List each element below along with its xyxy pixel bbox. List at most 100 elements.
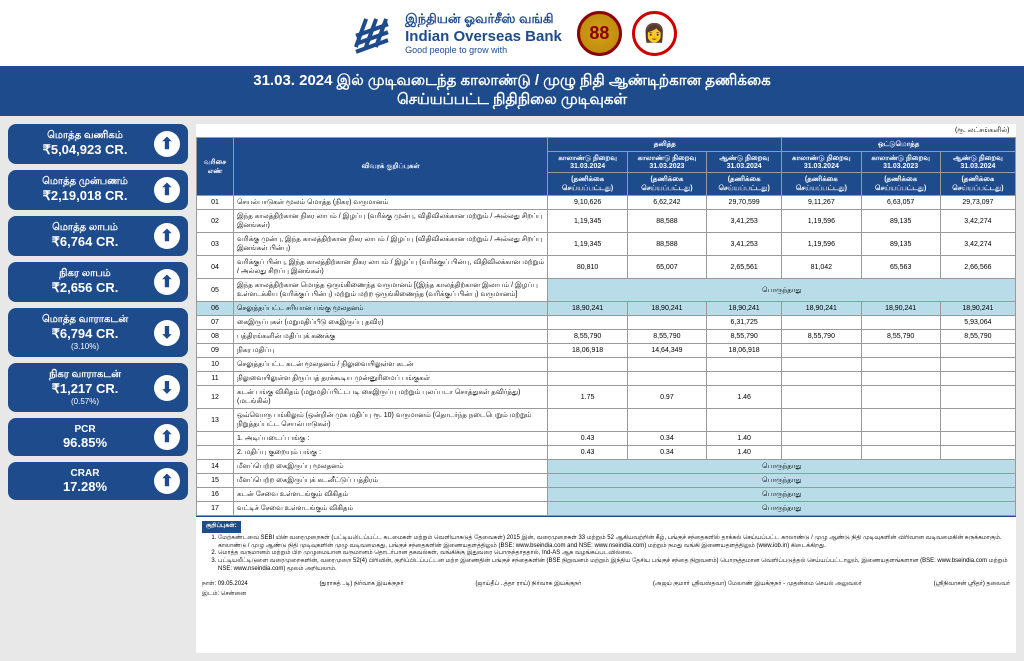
cell-sno: 13: [197, 409, 234, 432]
cell-value: 0.34: [627, 446, 706, 460]
cell-value: 18,90,241: [861, 302, 940, 316]
cell-value: 0.97: [627, 386, 706, 409]
cell-desc: இந்த காலத்திற்கான மொத்த ஒருங்கிணைந்த வரு…: [233, 279, 547, 302]
notes-title: குறிப்புகள்:: [202, 521, 241, 533]
kpi-card: நிகர வாராகடன் ₹1,217 CR. (0.57%) ⬇: [8, 363, 188, 412]
kpi-value: 17.28%: [16, 479, 154, 494]
table-row: 07 கைஇருப்புகள் (மறுமதிப்பீடு கைஇருப்பு …: [197, 316, 1016, 330]
kpi-text: மொத்த வணிகம் ₹5,04,923 CR.: [16, 130, 154, 158]
table-row: 02 இந்த காலத்திற்கான நிகர லாபம் / இழப்பு…: [197, 210, 1016, 233]
arrow-up-icon: ⬆: [154, 269, 180, 295]
cell-value: 81,042: [782, 256, 861, 279]
cell-value: [548, 316, 627, 330]
table-row: 17 வட்டிச் சேவை உள்ளடங்கும் விகிதம்பொருந…: [197, 502, 1016, 516]
bank-name-english: Indian Overseas Bank: [405, 28, 562, 45]
bank-name-tamil: இந்தியன் ஓவர்சீஸ் வங்கி: [405, 11, 562, 28]
aud3: (தணிக்கை செய்யப்பட்டது): [707, 173, 782, 196]
cell-value: [861, 344, 940, 358]
arrow-down-icon: ⬇: [154, 320, 180, 346]
cell-desc: நிலுவையிலுள்ள திருப்பத் தரக்கூடிய முன்னு…: [233, 372, 547, 386]
cell-value: [782, 358, 861, 372]
kpi-card: CRAR 17.28% ⬆: [8, 462, 188, 500]
cell-value: 80,810: [548, 256, 627, 279]
kpi-value: ₹6,794 CR.: [16, 326, 154, 342]
bank-logo-icon: [347, 8, 397, 58]
cell-sno: 06: [197, 302, 234, 316]
kpi-text: மொத்த முன்பணம் ₹2,19,018 CR.: [16, 176, 154, 204]
cell-desc: செயல்பாடுகள் மூலம் மொத்த (நிகர) வருமானம்: [233, 196, 547, 210]
cell-sno: 14: [197, 460, 234, 474]
table-row: 13 ஒவ்வொரு பங்கிலும் (ஒன்றின் முக மதிப்ப…: [197, 409, 1016, 432]
cell-sno: [197, 446, 234, 460]
sub-q2023-s: காலாண்டு நிறைவு 31.03.2023: [627, 152, 706, 173]
table-row: 01 செயல்பாடுகள் மூலம் மொத்த (நிகர) வருமா…: [197, 196, 1016, 210]
cell-value: 2,66,566: [940, 256, 1015, 279]
kpi-text: நிகர லாபம் ₹2,656 CR.: [16, 268, 154, 296]
footer-place: இடம்: சென்னை: [202, 591, 246, 598]
kpi-text: மொத்த வாராகடன் ₹6,794 CR. (3.10%): [16, 314, 154, 351]
results-table-wrap: (ரூ. லட்சங்களில்) வரிசை எண் விவரக் குறிப…: [196, 124, 1016, 516]
cell-value: 0.43: [548, 432, 627, 446]
cell-desc: மீளப்பெற்ற கைஇருப்பு மூலதனம்: [233, 460, 547, 474]
sub-y2024-s: ஆண்டு நிறைவு 31.03.2024: [707, 152, 782, 173]
footer-sig3: (அஜய் குமார் ஸ்ரீவஸ்தவா) மேலாண் இயக்குநர…: [653, 581, 862, 588]
kpi-card: மொத்த லாபம் ₹6,764 CR. ⬆: [8, 216, 188, 256]
cell-value: 18,90,241: [627, 302, 706, 316]
cell-na: பொருந்தாது: [548, 488, 1016, 502]
cell-value: [707, 409, 782, 432]
cell-desc: கடன் சேவை உள்ளடங்கும் விகிதம்: [233, 488, 547, 502]
cell-desc: கடன் பங்கு விகிதம் (மறுமதிப்பிட்டபடி கைஇ…: [233, 386, 547, 409]
logo-text: இந்தியன் ஓவர்சீஸ் வங்கி Indian Overseas …: [405, 11, 562, 55]
col-particulars: விவரக் குறிப்புகள்: [233, 138, 547, 196]
cell-value: 3,41,253: [707, 210, 782, 233]
header: இந்தியன் ஓவர்சீஸ் வங்கி Indian Overseas …: [0, 0, 1024, 66]
notes: குறிப்புகள்: மேற்கண்டவை SEBI யின் வரைமுற…: [196, 516, 1016, 578]
cell-value: [707, 372, 782, 386]
title-line1: 31.03. 2024 இல் முடிவடைந்த காலாண்டு / மு…: [10, 72, 1014, 91]
years-badge-icon: 88: [577, 11, 622, 56]
table-row: 06 செலுத்தப்பட்ட சரியான பங்கு மூலதனம்18,…: [197, 302, 1016, 316]
kpi-value: ₹6,764 CR.: [16, 234, 154, 250]
kpi-value: ₹2,656 CR.: [16, 280, 154, 296]
cell-desc: இந்த காலத்திற்கான நிகர லாபம் / இழப்பு (வ…: [233, 210, 547, 233]
cell-sno: 11: [197, 372, 234, 386]
cell-value: 1.75: [548, 386, 627, 409]
kpi-label: நிகர வாராகடன்: [16, 369, 154, 381]
cell-value: [940, 432, 1015, 446]
table-row: 16 கடன் சேவை உள்ளடங்கும் விகிதம்பொருந்தா…: [197, 488, 1016, 502]
cell-desc: செலுத்தப்பட்ட கடன் மூலதனம் / நிலுவையிலுள…: [233, 358, 547, 372]
cell-value: [940, 409, 1015, 432]
cell-value: 89,135: [861, 210, 940, 233]
cell-value: 0.34: [627, 432, 706, 446]
cell-value: [782, 446, 861, 460]
cell-sno: [197, 432, 234, 446]
table-row: 15 மீளப்பெற்ற கைஇருப்புக் கடனீட்டுப் பத்…: [197, 474, 1016, 488]
cell-value: [861, 432, 940, 446]
cell-sno: 17: [197, 502, 234, 516]
note-item: பட்டியலீட்டிடுளை வரைமுறைகளின், வரைமுறை 5…: [218, 558, 1010, 574]
cell-desc: 2. மதிப்பு குறையும் பங்கு :: [233, 446, 547, 460]
kpi-label: மொத்த லாபம்: [16, 222, 154, 234]
cell-sno: 08: [197, 330, 234, 344]
kpi-label: CRAR: [16, 468, 154, 479]
cell-value: 8,55,790: [548, 330, 627, 344]
col-consolidated: ஒட்டுமொத்த: [782, 138, 1016, 152]
cell-value: 1,19,345: [548, 233, 627, 256]
note-item: மேற்கண்டவை SEBI யின் வரைமுறைகள் (பட்டியல…: [218, 535, 1010, 551]
cell-value: [861, 386, 940, 409]
sub-q2024-c: காலாண்டு நிறைவு 31.03.2024: [782, 152, 861, 173]
cell-value: 2,65,561: [707, 256, 782, 279]
kpi-card: மொத்த வணிகம் ₹5,04,923 CR. ⬆: [8, 124, 188, 164]
cell-value: 1.40: [707, 432, 782, 446]
cell-value: [782, 372, 861, 386]
results-table: (ரூ. லட்சங்களில்) வரிசை எண் விவரக் குறிப…: [196, 124, 1016, 516]
cell-value: 9,10,626: [548, 196, 627, 210]
bank-tagline: Good people to grow with: [405, 45, 562, 55]
cell-value: 8,55,790: [782, 330, 861, 344]
cell-value: 3,42,274: [940, 233, 1015, 256]
cell-value: 1.40: [707, 446, 782, 460]
cell-sno: 15: [197, 474, 234, 488]
kpi-text: நிகர வாராகடன் ₹1,217 CR. (0.57%): [16, 369, 154, 406]
table-row: 11 நிலுவையிலுள்ள திருப்பத் தரக்கூடிய முன…: [197, 372, 1016, 386]
arrow-up-icon: ⬆: [154, 177, 180, 203]
